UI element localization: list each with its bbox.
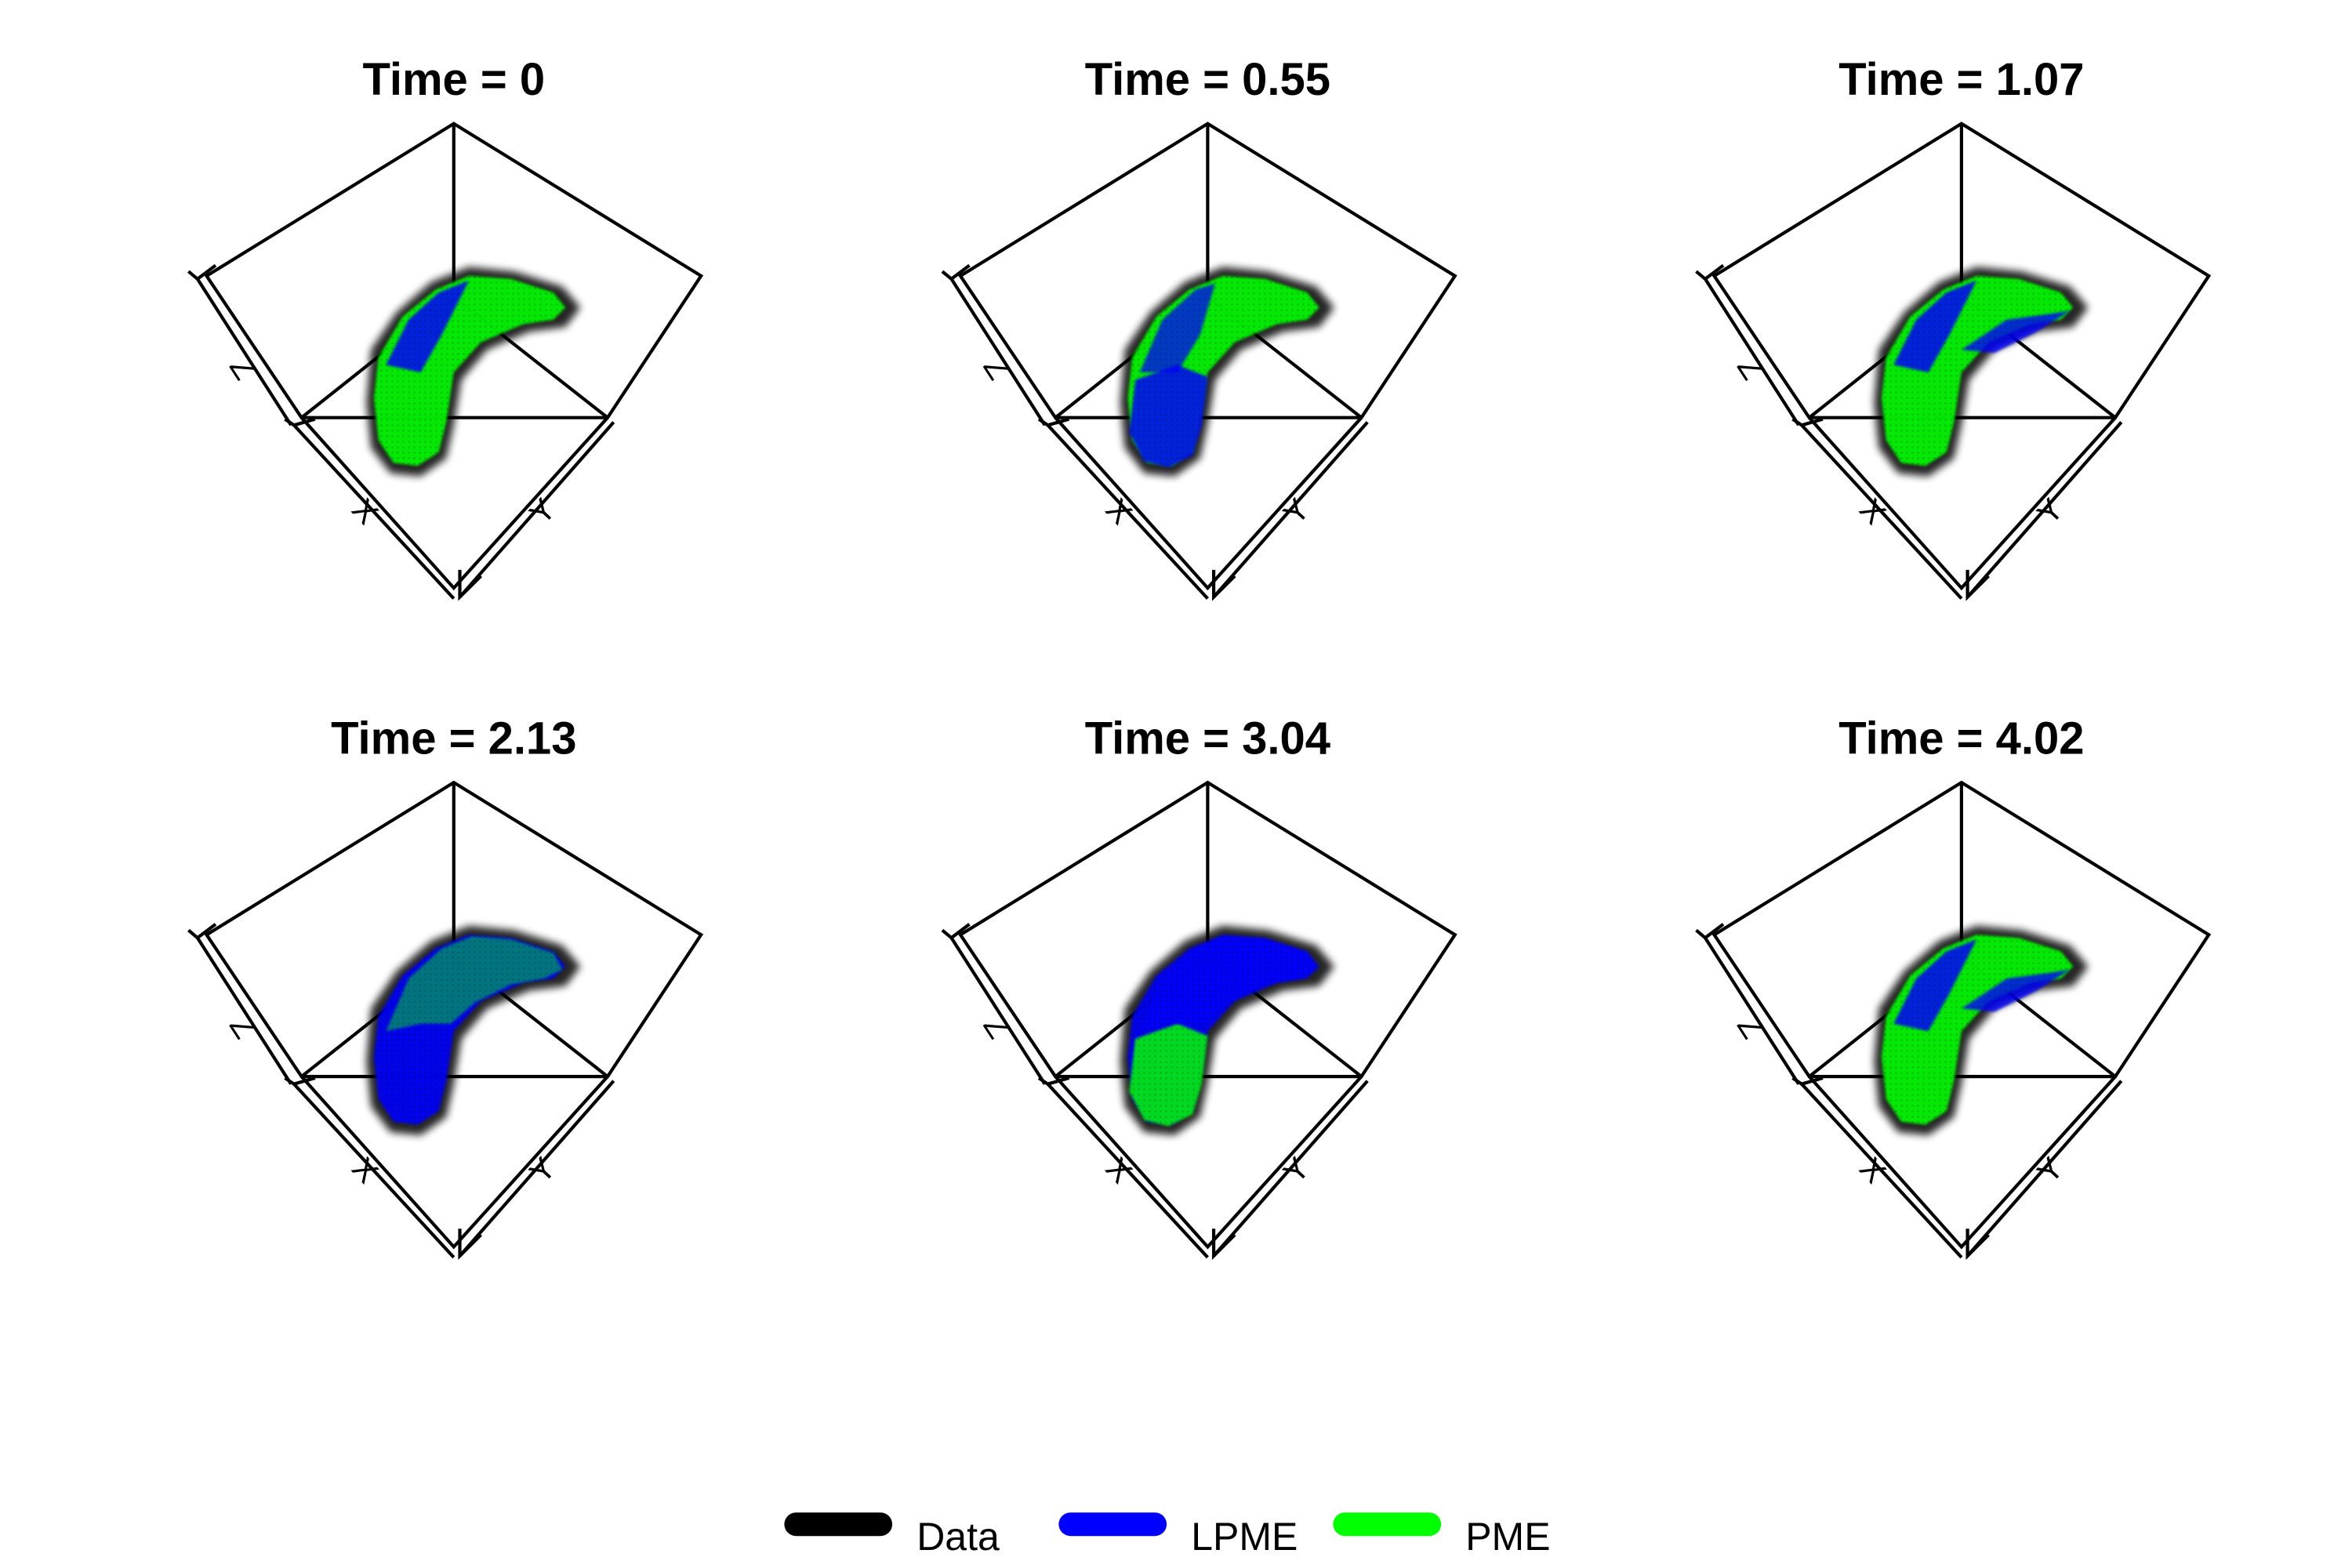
- z-arrow-icon: [1695, 923, 1725, 940]
- axis-label-x: X: [345, 492, 384, 532]
- x-arrow-icon: [284, 417, 316, 427]
- y-arrow-icon: [1212, 1229, 1236, 1260]
- x-axis-line: [292, 423, 456, 600]
- legend-label: LPME: [1191, 1515, 1298, 1559]
- y-axis-line: [1966, 421, 2123, 598]
- y-axis-line: [1212, 421, 1369, 598]
- axis-label-z: Z: [976, 1010, 1015, 1044]
- axis-label-x: X: [1099, 492, 1138, 532]
- axes: [941, 923, 1369, 1260]
- x-arrow-icon: [284, 1076, 316, 1086]
- y-axis-line: [458, 421, 615, 598]
- surface-mesh: [373, 935, 566, 1125]
- axis-label-y: Y: [2031, 492, 2070, 532]
- axis-label-y: Y: [1277, 492, 1316, 532]
- axis-label-x: X: [1853, 492, 1892, 532]
- panel-title: Time = 4.02: [1838, 713, 2084, 764]
- z-axis-line: [1704, 937, 1800, 1085]
- panel-3: Time = 1.07 Z X Y: [1695, 54, 2212, 601]
- axis-label-z: Z: [223, 351, 262, 386]
- axes: [1695, 263, 2123, 601]
- legend-item-lpme: LPME: [1058, 1512, 1298, 1559]
- y-axis-line: [1212, 1080, 1369, 1258]
- panel-title: Time = 1.07: [1838, 54, 2084, 105]
- x-axis-line: [1800, 1083, 1963, 1259]
- legend-item-data: Data: [784, 1512, 1000, 1559]
- z-arrow-icon: [1695, 263, 1725, 281]
- axis-label-y: Y: [523, 1151, 562, 1190]
- axis-label-z: Z: [1730, 351, 1769, 386]
- surface-group: [366, 925, 581, 1136]
- x-arrow-icon: [1037, 417, 1070, 427]
- x-axis-line: [1046, 1083, 1209, 1259]
- surface-mesh: [1882, 275, 2074, 466]
- z-arrow-icon: [187, 263, 217, 281]
- panel-2: Time = 0.55 Z X Y: [941, 54, 1457, 601]
- axis-label-y: Y: [523, 492, 562, 532]
- x-arrow-icon: [1791, 417, 1824, 427]
- surface-mesh: [1127, 275, 1319, 466]
- axes: [941, 263, 1369, 601]
- surface-group: [1120, 925, 1334, 1136]
- legend-label: PME: [1465, 1515, 1550, 1559]
- y-arrow-icon: [458, 1229, 482, 1260]
- legend-label: Data: [916, 1515, 1000, 1559]
- y-arrow-icon: [458, 569, 482, 601]
- z-axis-line: [196, 937, 292, 1085]
- axis-label-z: Z: [976, 351, 1015, 386]
- z-axis-line: [949, 937, 1047, 1085]
- axes: [187, 263, 615, 601]
- axis-label-y: Y: [1277, 1151, 1316, 1190]
- z-axis-line: [949, 278, 1047, 426]
- surface-mesh: [373, 275, 566, 466]
- z-arrow-icon: [941, 263, 971, 281]
- surface-group: [366, 267, 581, 477]
- panel-5: Time = 3.04 Z X Y: [941, 713, 1457, 1260]
- box-frame: [204, 780, 704, 1250]
- surface-group: [1874, 925, 2089, 1136]
- x-axis-line: [292, 1083, 456, 1259]
- y-arrow-icon: [1965, 569, 1990, 601]
- axis-label-z: Z: [1730, 1010, 1769, 1044]
- y-arrow-icon: [1965, 1229, 1990, 1260]
- x-axis-line: [1046, 423, 1209, 600]
- panel-title: Time = 0.55: [1085, 54, 1330, 105]
- surface-mesh: [1882, 935, 2074, 1125]
- legend-item-pme: PME: [1333, 1512, 1551, 1559]
- x-arrow-icon: [1791, 1076, 1824, 1086]
- panel-title: Time = 3.04: [1085, 713, 1330, 764]
- y-axis-line: [458, 1080, 615, 1258]
- axes: [1695, 923, 2123, 1260]
- x-axis-line: [1800, 423, 1963, 600]
- panel-1: Time = 0 Z X Y: [187, 54, 704, 601]
- axis-label-x: X: [1853, 1151, 1892, 1190]
- z-axis-line: [196, 278, 292, 426]
- legend: Data LPME PME: [784, 1512, 1551, 1559]
- axis-label-x: X: [1099, 1151, 1138, 1190]
- y-axis-line: [1966, 1080, 2123, 1258]
- y-arrow-icon: [1212, 569, 1236, 601]
- panel-6: Time = 4.02 Z X Y: [1695, 713, 2212, 1260]
- z-arrow-icon: [187, 923, 217, 940]
- panel-title: Time = 0: [362, 54, 545, 105]
- panel-title: Time = 2.13: [331, 713, 576, 764]
- axis-label-y: Y: [2031, 1151, 2070, 1190]
- surface-mesh: [1127, 935, 1319, 1125]
- axis-label-x: X: [345, 1151, 384, 1190]
- axes: [187, 923, 615, 1260]
- panel-4: Time = 2.13 Z X Y: [187, 713, 704, 1260]
- axis-label-z: Z: [223, 1010, 262, 1044]
- z-axis-line: [1704, 278, 1800, 426]
- z-arrow-icon: [941, 923, 971, 940]
- surface-group: [1874, 267, 2089, 477]
- surface-group: [1120, 267, 1334, 477]
- x-arrow-icon: [1037, 1076, 1070, 1086]
